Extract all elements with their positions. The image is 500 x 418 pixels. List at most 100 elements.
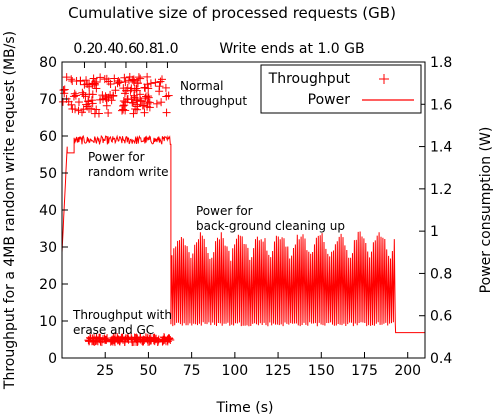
x-tick-label: 175 — [351, 363, 378, 379]
throughput-point — [109, 91, 118, 100]
x-axis-title: Time (s) — [216, 400, 274, 416]
throughput-point — [68, 77, 77, 86]
y2-tick-label: 1.2 — [430, 182, 452, 198]
throughput-point — [88, 90, 97, 99]
throughput-point — [62, 73, 71, 82]
throughput-point — [87, 104, 96, 113]
top-tick-label: 0.6 — [115, 41, 137, 57]
legend: Throughput Power — [260, 64, 422, 114]
throughput-point — [124, 76, 133, 85]
throughput-point — [126, 86, 135, 95]
throughput-point — [157, 98, 166, 107]
throughput-point — [136, 333, 145, 342]
throughput-point — [129, 75, 138, 84]
x-tick-label: 75 — [183, 363, 201, 379]
x-tick-label: 100 — [221, 363, 248, 379]
y2-tick-label: 1.4 — [430, 140, 452, 156]
throughput-point — [117, 106, 126, 115]
throughput-point — [164, 91, 173, 100]
x-tick-label: 125 — [265, 363, 292, 379]
throughput-point — [155, 82, 164, 91]
y-tick-label: 0 — [48, 351, 57, 367]
throughput-point — [85, 80, 94, 89]
throughput-point — [146, 79, 155, 88]
throughput-point — [139, 101, 148, 110]
chart-title: Cumulative size of processed requests (G… — [68, 4, 396, 22]
throughput-point — [82, 100, 91, 109]
x-tick-label: 50 — [140, 363, 158, 379]
throughput-point — [162, 108, 171, 117]
throughput-point — [101, 92, 110, 101]
throughput-point — [143, 99, 152, 108]
throughput-point — [156, 77, 165, 86]
throughput-point — [140, 108, 149, 117]
annotation-power-random-write: Power for random write — [88, 150, 169, 179]
throughput-point — [71, 91, 80, 100]
throughput-point — [110, 336, 119, 345]
throughput-point — [111, 333, 120, 342]
throughput-point — [129, 337, 138, 346]
throughput-point — [120, 89, 129, 98]
annotation-throughput-gc: Throughput with erase and GC — [72, 308, 176, 337]
throughput-point — [144, 93, 153, 102]
legend-label-power: Power — [308, 92, 351, 108]
throughput-point — [94, 109, 103, 118]
throughput-point — [82, 76, 91, 85]
y2-tick-label: 1 — [430, 224, 439, 240]
throughput-point — [78, 108, 87, 117]
throughput-point — [119, 105, 128, 114]
annotation-line: Throughput with — [72, 308, 172, 322]
throughput-point — [100, 75, 109, 84]
throughput-point — [141, 94, 150, 103]
y2-axis-title: Power consumption (W) — [478, 127, 494, 294]
throughput-point — [87, 96, 96, 105]
annotation-line: Power for — [88, 150, 145, 164]
throughput-point — [96, 333, 105, 342]
throughput-point — [145, 337, 154, 346]
throughput-point — [121, 334, 130, 343]
throughput-point — [92, 78, 101, 87]
throughput-point — [104, 108, 113, 117]
annotation-line: back-ground cleaning up — [196, 219, 345, 233]
y-axis-title: Throughput for a 4MB random write reques… — [2, 31, 18, 390]
throughput-point — [161, 83, 170, 92]
throughput-point — [111, 86, 120, 95]
throughput-point — [121, 335, 130, 344]
y-tick-label: 50 — [39, 166, 57, 182]
throughput-point — [83, 102, 92, 111]
y-tick-label: 70 — [39, 92, 57, 108]
throughput-point — [152, 99, 161, 108]
throughput-point — [81, 92, 90, 101]
throughput-point — [101, 336, 110, 345]
legend-label-throughput: Throughput — [268, 71, 351, 87]
throughput-point — [71, 105, 80, 114]
throughput-point — [110, 74, 119, 83]
throughput-point — [114, 76, 123, 85]
annotation-power-cleaning: Power for back-ground cleaning up — [196, 204, 345, 233]
throughput-point — [163, 335, 172, 344]
throughput-point — [84, 97, 93, 106]
throughput-point — [136, 74, 145, 83]
top-axis-end-label: Write ends at 1.0 GB — [219, 41, 364, 57]
top-tick-label: 0.8 — [136, 41, 158, 57]
throughput-point — [74, 106, 83, 115]
x-tick-label: 150 — [308, 363, 335, 379]
throughput-point — [106, 80, 115, 89]
throughput-point — [129, 99, 138, 108]
throughput-point — [96, 73, 105, 82]
y-tick-label: 60 — [39, 129, 57, 145]
throughput-point — [133, 79, 142, 88]
top-tick-label: 1.0 — [156, 41, 178, 57]
throughput-point — [102, 95, 111, 104]
throughput-point — [92, 334, 101, 343]
throughput-point — [92, 105, 101, 114]
legend-marker-throughput — [379, 74, 389, 84]
throughput-point — [143, 72, 152, 81]
throughput-point — [74, 98, 83, 107]
y2-tick-label: 1.6 — [430, 97, 452, 113]
annotation-line: erase and GC — [73, 323, 154, 337]
annotation-line: Power for — [196, 204, 253, 218]
throughput-point — [134, 73, 143, 82]
x-tick-label: 25 — [96, 363, 114, 379]
throughput-point — [67, 75, 76, 84]
